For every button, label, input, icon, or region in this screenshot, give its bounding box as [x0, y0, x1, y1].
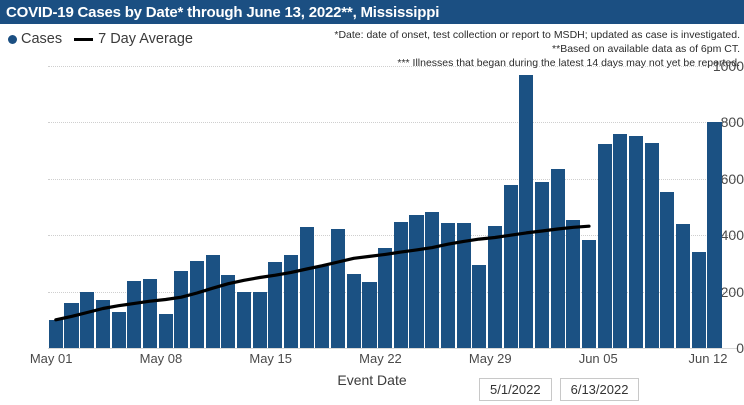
bar[interactable] [205, 254, 220, 348]
bar[interactable] [597, 144, 612, 348]
bar[interactable] [362, 282, 377, 348]
bar[interactable] [158, 314, 173, 348]
bar[interactable] [189, 261, 204, 348]
bar[interactable] [456, 223, 471, 348]
bar[interactable] [566, 220, 581, 348]
bar[interactable] [676, 223, 691, 348]
bar[interactable] [331, 229, 346, 348]
gridline-400 [48, 235, 738, 237]
bar[interactable] [48, 319, 63, 348]
x-tick-label: May 15 [249, 351, 293, 366]
legend-label-cases: Cases [21, 31, 63, 47]
legend-line-icon [74, 37, 94, 41]
bar[interactable] [252, 291, 267, 348]
bar[interactable] [629, 135, 644, 348]
bar[interactable] [268, 262, 283, 348]
y-tick-label-1000: 1000 [712, 58, 744, 74]
bar[interactable] [691, 251, 706, 348]
y-tick-label-400: 400 [720, 227, 744, 244]
bar[interactable] [550, 168, 565, 348]
bar[interactable] [660, 192, 675, 348]
page-title: COVID-19 Cases by Date* through June 13,… [6, 3, 440, 21]
y-tick-label-200: 200 [720, 283, 744, 300]
footnote-2: **Based on available data as of 6pm CT. [552, 43, 740, 55]
y-tick-label-600: 600 [720, 170, 744, 187]
footnote-1: *Date: date of onset, test collection or… [334, 29, 740, 41]
bar[interactable] [236, 291, 252, 348]
gridline-0 [48, 348, 738, 349]
legend-item-cases[interactable]: Cases [8, 31, 62, 47]
bar[interactable] [127, 281, 142, 348]
gridline-200 [48, 291, 738, 293]
legend-label-7-day-average: 7 Day Average [98, 31, 193, 47]
bar[interactable] [284, 254, 299, 348]
bar[interactable] [613, 133, 628, 348]
bar[interactable] [80, 291, 95, 348]
x-tick-label: Jun 12 [688, 351, 728, 366]
x-tick-label: May 01 [29, 351, 73, 366]
bar[interactable] [142, 279, 157, 348]
y-tick-label-800: 800 [720, 114, 744, 131]
chart-title-bar: COVID-19 Cases by Date* through June 13,… [0, 0, 744, 24]
bar[interactable] [378, 247, 393, 348]
bar[interactable] [487, 225, 502, 348]
gridline-600 [48, 178, 738, 180]
chart-legend: Cases 7 Day Average [8, 29, 205, 49]
bar[interactable] [581, 240, 597, 348]
y-tick-label-0: 0 [736, 340, 744, 356]
bar[interactable] [534, 181, 549, 348]
bar[interactable] [174, 271, 189, 348]
x-tick-label: May 08 [139, 351, 183, 366]
bar[interactable] [346, 273, 361, 348]
legend-item-7-day-average[interactable]: 7 Day Average [74, 31, 193, 47]
gridline-800 [48, 122, 738, 124]
bar[interactable] [95, 299, 110, 348]
bar[interactable] [440, 222, 455, 348]
x-tick-label: May 22 [359, 351, 402, 366]
gridline-1000 [48, 66, 738, 67]
bar[interactable] [707, 121, 722, 348]
end-date-input[interactable]: 6/13/2022 [559, 378, 640, 401]
bar[interactable] [315, 266, 330, 348]
bar[interactable] [503, 185, 518, 348]
start-date-input[interactable]: 5/1/2022 [479, 378, 552, 401]
legend-dot-icon [8, 34, 17, 44]
bar[interactable] [644, 143, 659, 348]
bar[interactable] [472, 265, 487, 348]
bar[interactable] [299, 227, 314, 348]
x-axis-title: Event Date [337, 372, 407, 388]
bar[interactable] [111, 311, 126, 348]
bar[interactable] [519, 75, 534, 348]
bar[interactable] [221, 275, 236, 348]
date-range-controls: 5/1/2022 6/13/2022 [479, 378, 640, 401]
x-tick-label: Jun 05 [578, 351, 618, 366]
x-tick-label: May 29 [468, 351, 512, 366]
